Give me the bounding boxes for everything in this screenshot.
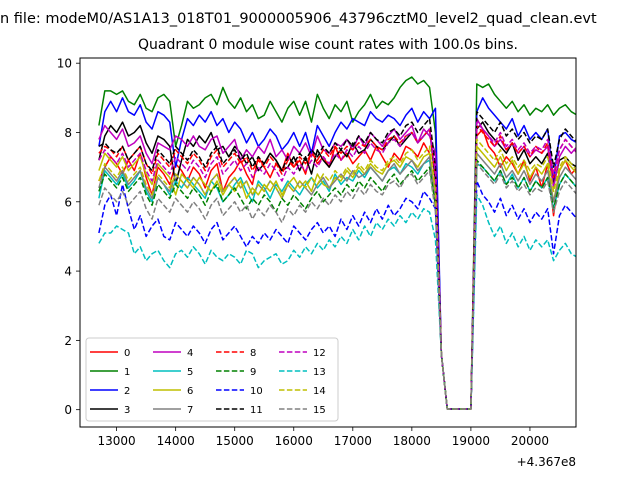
legend-label-7: 7 [187,405,193,416]
legend-frame [85,337,339,422]
figure-suptitle: n file: modeM0/AS1A13_018T01_9000005906_… [0,11,597,27]
legend-label-2: 2 [124,386,130,397]
x-tick-label: 19000 [452,434,490,448]
chart-title: Quadrant 0 module wise count rates with … [138,37,518,53]
series-10-line [98,180,576,410]
legend-label-8: 8 [250,348,256,359]
y-tick-label: 0 [64,403,72,417]
y-tick-label: 10 [57,57,72,71]
legend-label-4: 4 [187,348,193,359]
x-tick-label: 13000 [98,434,136,448]
x-tick-label: 14000 [157,434,195,448]
legend-label-5: 5 [187,367,193,378]
legend-label-0: 0 [124,348,130,359]
legend-label-6: 6 [187,386,193,397]
axes-frame [79,57,577,428]
x-tick-label: 18000 [393,434,431,448]
legend-label-10: 10 [250,386,263,397]
legend-label-11: 11 [250,405,263,416]
series-4-line [98,117,576,410]
x-tick-label: 16000 [275,434,313,448]
legend-label-13: 13 [313,367,326,378]
y-tick-label: 2 [64,334,72,348]
plot-area [79,57,577,428]
legend-label-1: 1 [124,367,130,378]
x-axis: 13000 14000 15000 16000 17000 18000 19000 20000 [98,427,549,448]
x-tick-label: 20000 [511,434,549,448]
legend-label-12: 12 [313,348,326,359]
legend-label-3: 3 [124,405,130,416]
y-tick-label: 8 [64,126,72,140]
series-2-line [98,97,576,410]
series-layer [98,76,576,410]
y-tick-label: 4 [64,265,72,279]
x-tick-label: 17000 [334,434,372,448]
series-7-line [98,152,576,410]
x-tick-label: 15000 [216,434,254,448]
series-6-line [98,145,576,410]
x-axis-offset-label: +4.367e8 [517,455,576,469]
series-3-line [98,121,576,410]
legend-label-15: 15 [313,405,326,416]
legend-label-14: 14 [313,386,326,397]
legend-label-9: 9 [250,367,256,378]
series-1-line [98,76,576,410]
y-tick-label: 6 [64,195,72,209]
series-9-line [98,159,576,410]
y-axis: 0 2 4 6 8 10 [57,57,80,417]
series-12-line [98,121,576,410]
